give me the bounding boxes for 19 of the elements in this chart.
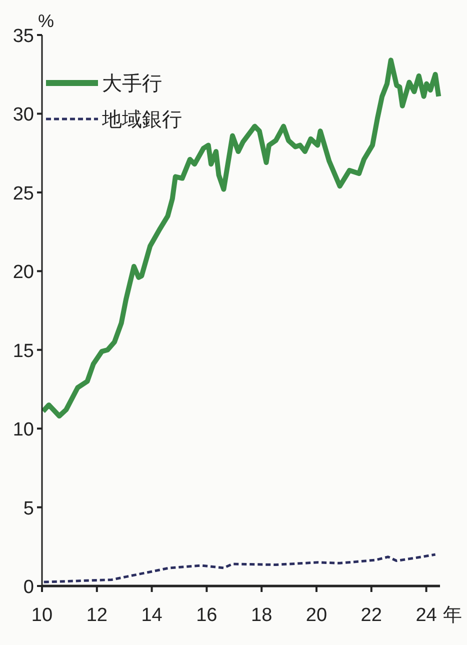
- x-tick-label: 12: [86, 605, 108, 626]
- y-tick-label: 20: [12, 262, 34, 284]
- y-tick-label: 5: [23, 498, 34, 520]
- x-axis-title: 年: [443, 605, 462, 626]
- y-tick-label: 25: [12, 183, 34, 204]
- legend-label: 地域銀行: [101, 109, 182, 131]
- y-tick-label: 10: [12, 420, 34, 441]
- y-tick-label: 15: [12, 340, 34, 362]
- x-tick-label: 18: [251, 605, 272, 626]
- x-tick-label: 22: [360, 605, 382, 626]
- legend-label: 大手行: [102, 73, 162, 95]
- y-tick-label: 30: [12, 104, 34, 126]
- y-tick-label: 0: [23, 577, 34, 598]
- x-tick-label: 16: [196, 605, 218, 626]
- x-tick-label: 24: [416, 605, 438, 626]
- x-tick-label: 14: [141, 605, 163, 626]
- y-tick-label: 35: [12, 26, 34, 47]
- y-axis-title: %: [38, 11, 54, 31]
- x-tick-label: 20: [306, 605, 328, 626]
